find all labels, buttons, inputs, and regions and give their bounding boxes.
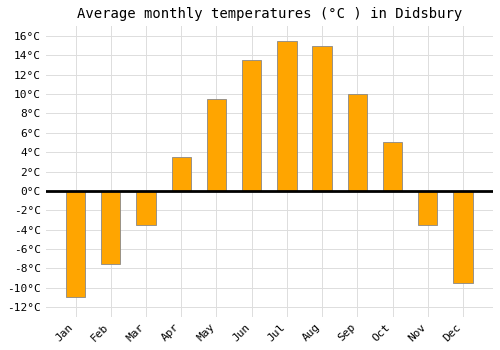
Bar <box>312 46 332 191</box>
Bar <box>172 157 191 191</box>
Bar <box>207 99 226 191</box>
Bar <box>277 41 296 191</box>
Bar <box>418 191 438 225</box>
Bar <box>383 142 402 191</box>
Bar <box>348 94 367 191</box>
Title: Average monthly temperatures (°C ) in Didsbury: Average monthly temperatures (°C ) in Di… <box>76 7 462 21</box>
Bar <box>66 191 86 298</box>
Bar <box>136 191 156 225</box>
Bar <box>242 60 262 191</box>
Bar <box>454 191 472 283</box>
Bar <box>101 191 120 264</box>
